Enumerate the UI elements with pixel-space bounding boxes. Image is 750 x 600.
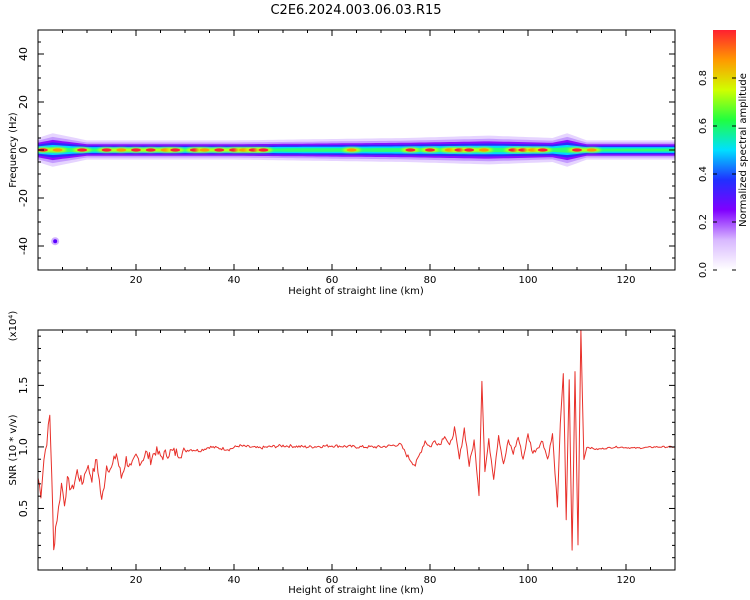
colorbar-gradient — [713, 30, 736, 270]
y-tick-label: 0.5 — [17, 500, 30, 518]
spectrogram-hotspot — [199, 148, 210, 152]
spectrogram-hotspot — [77, 148, 88, 152]
spectrogram-y-axis: -40 -20 0 20 40 — [17, 29, 675, 271]
snr-panel: 20 40 60 80 100 120 0.5 1.0 1.5 (x10⁴) Height o… — [8, 311, 676, 596]
spectrogram-hotspot — [145, 148, 156, 152]
spectrogram-hotspot — [258, 148, 269, 152]
y-tick-label: 40 — [17, 47, 30, 61]
spectrogram-hotspot — [464, 148, 475, 152]
snr-y-label: SNR (10 * v/v) — [8, 414, 19, 485]
x-tick-label: 60 — [326, 275, 339, 286]
y-tick-label: -20 — [17, 189, 30, 207]
snr-x-axis: 20 40 60 80 100 120 — [37, 330, 676, 586]
spectrogram-band — [38, 133, 675, 246]
spectrogram-hotspot — [478, 148, 489, 152]
x-tick-label: 80 — [424, 575, 437, 586]
snr-plot-area — [38, 330, 675, 570]
spectrogram-x-label: Height of straight line (km) — [288, 286, 424, 297]
snr-y-axis: 0.5 1.0 1.5 — [17, 335, 675, 559]
y-tick-label: 1.0 — [17, 438, 30, 456]
spectrogram-x-axis: 20 40 60 80 100 120 — [37, 30, 676, 286]
colorbar-axis: 0.0 0.2 0.4 0.6 0.8 — [698, 70, 736, 278]
x-tick-label: 40 — [228, 275, 241, 286]
x-tick-label: 20 — [130, 575, 143, 586]
spectrogram-panel: 20 40 60 80 100 120 -40 -20 0 20 40 Height of str… — [8, 29, 676, 297]
colorbar: 0.0 0.2 0.4 0.6 0.8 Normalized spectral ampl… — [698, 30, 749, 278]
spectrogram-hotspot — [116, 148, 127, 152]
spectrogram-hotspot — [425, 148, 435, 152]
spectrogram-hotspot — [537, 148, 548, 152]
spectrogram-hotspot — [170, 148, 181, 152]
spectrogram-hotspot — [572, 148, 582, 152]
x-tick-label: 80 — [424, 275, 437, 286]
snr-x-label: Height of straight line (km) — [288, 585, 424, 596]
spectrogram-y-label: Frequency (Hz) — [8, 112, 19, 188]
colorbar-tick-label: 0.8 — [698, 70, 709, 86]
x-tick-label: 40 — [228, 575, 241, 586]
figure-title: C2E6.2024.003.06.03.R15 — [270, 3, 441, 18]
spectrogram-hotspot — [131, 148, 141, 152]
snr-series-line — [38, 330, 675, 551]
spectrogram-isolated-spot — [53, 239, 58, 244]
y-tick-label: 0 — [17, 147, 30, 154]
colorbar-tick-label: 0.4 — [698, 166, 709, 182]
x-tick-label: 120 — [616, 575, 635, 586]
x-tick-label: 60 — [326, 575, 339, 586]
colorbar-tick-label: 0.2 — [698, 214, 709, 230]
y-tick-label: 1.5 — [17, 377, 30, 395]
spectrogram-hotspot — [586, 148, 597, 152]
spectrogram-hotspot — [101, 148, 112, 152]
x-tick-label: 100 — [518, 575, 537, 586]
spectrogram-hotspot — [405, 148, 416, 152]
spectrogram-hotspot — [346, 148, 357, 152]
colorbar-tick-label: 0.6 — [698, 118, 709, 134]
spectrogram-hotspot — [52, 148, 63, 152]
spectrogram-hotspot — [214, 148, 225, 152]
snr-multiplier-label: (x10⁴) — [8, 311, 19, 342]
x-tick-label: 20 — [130, 275, 143, 286]
colorbar-label: Normalized spectral amplitude — [738, 73, 749, 227]
y-tick-label: -40 — [17, 237, 30, 255]
colorbar-tick-label: 0.0 — [698, 262, 709, 278]
x-tick-label: 100 — [518, 275, 537, 286]
y-tick-label: 20 — [17, 95, 30, 109]
x-tick-label: 120 — [616, 275, 635, 286]
